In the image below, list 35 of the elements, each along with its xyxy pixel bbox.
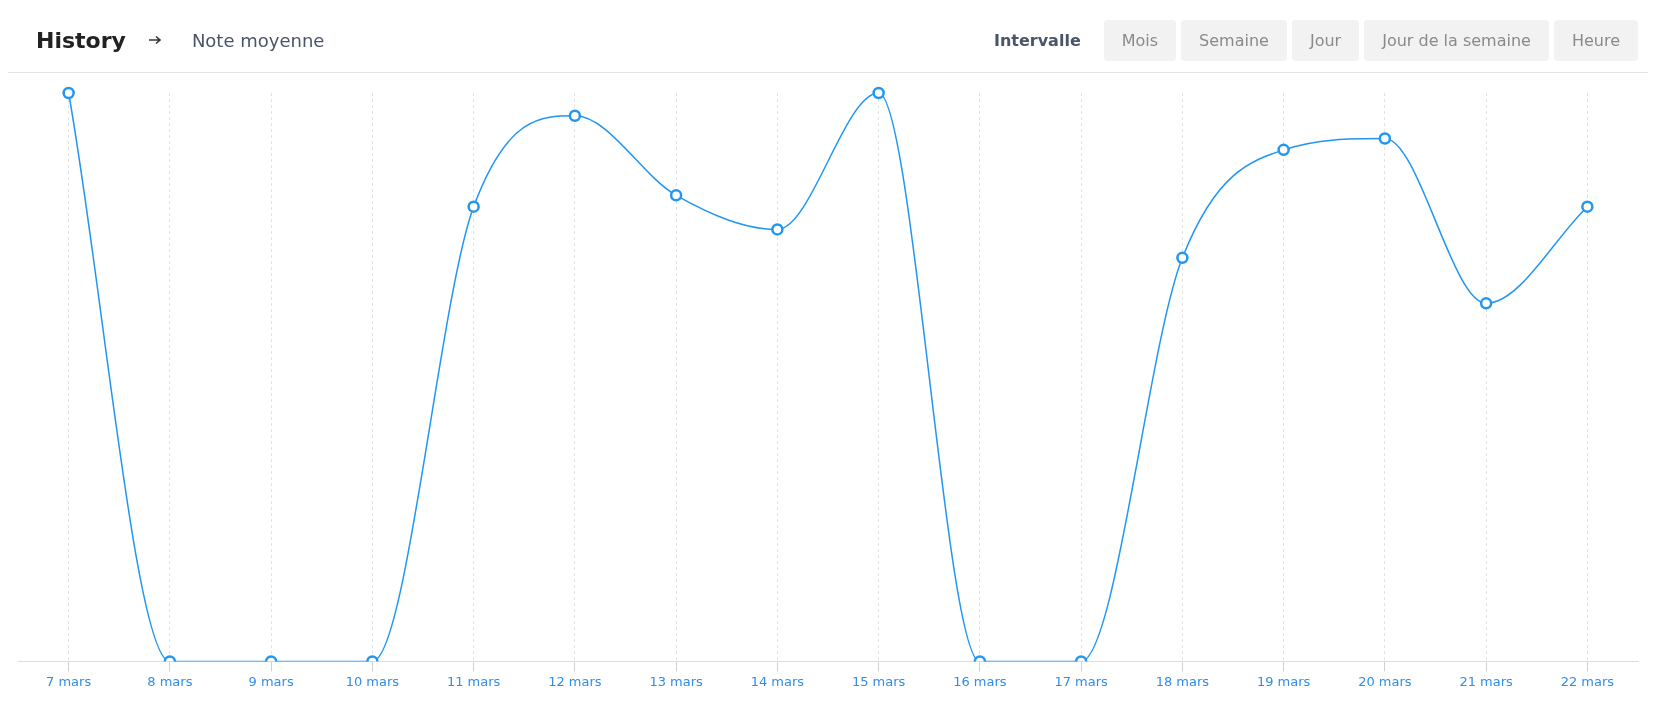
x-tick-label: 9 mars xyxy=(248,673,294,689)
x-tick-label: 13 mars xyxy=(649,673,704,689)
text: Semaine xyxy=(1181,19,1287,61)
point xyxy=(1378,132,1392,145)
x-tick-label: 17 mars xyxy=(1054,673,1109,689)
x-tick-label: 14 mars xyxy=(750,673,805,689)
text: Heure xyxy=(1553,19,1638,61)
x-tick-label: 12 mars xyxy=(548,673,602,689)
x-tick-label: 7 mars xyxy=(46,673,92,689)
point xyxy=(568,109,582,122)
x-tick-label: 11 mars xyxy=(446,673,501,689)
point xyxy=(872,86,885,100)
chart-subtitle: Note moyenne xyxy=(191,29,325,51)
x-tick-label: 21 mars xyxy=(1459,673,1514,689)
x-tick-label: 8 mars xyxy=(147,673,193,689)
text: Jour de la semaine xyxy=(1364,19,1549,61)
x-tick-label: 20 mars xyxy=(1358,673,1412,689)
point xyxy=(1581,200,1594,213)
x-tick-label: 22 mars xyxy=(1560,673,1615,689)
point xyxy=(771,223,784,236)
point xyxy=(669,189,683,202)
point xyxy=(1176,251,1189,265)
point xyxy=(62,86,75,100)
text: Intervalle xyxy=(993,30,1081,50)
chart-title: History xyxy=(36,27,126,53)
point xyxy=(1479,297,1493,310)
x-tick-label: 19 mars xyxy=(1256,673,1311,689)
x-tick-label: 15 mars xyxy=(851,673,906,689)
text: Mois xyxy=(1103,19,1177,61)
x-tick-label: 18 mars xyxy=(1155,673,1210,689)
point xyxy=(467,200,480,213)
x-tick-label: 16 mars xyxy=(953,673,1007,689)
text: Jour xyxy=(1291,19,1360,61)
point xyxy=(1277,143,1290,157)
x-tick-label: 10 mars xyxy=(345,673,400,689)
